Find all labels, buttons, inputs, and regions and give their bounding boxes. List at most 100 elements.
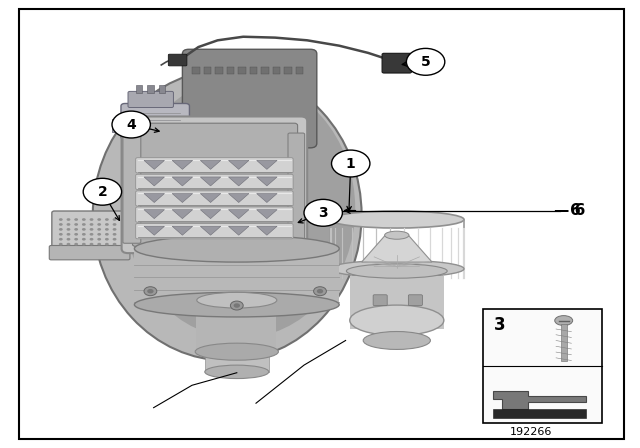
Point <box>233 370 241 375</box>
Point <box>134 190 141 196</box>
Bar <box>250 67 257 74</box>
Point <box>413 225 421 230</box>
Point <box>326 275 333 280</box>
Point <box>454 225 462 230</box>
Line: 3 pts: 3 pts <box>161 59 173 65</box>
Circle shape <box>112 111 150 138</box>
Point <box>287 190 295 196</box>
Ellipse shape <box>125 78 355 338</box>
Point <box>552 349 560 355</box>
Circle shape <box>83 178 122 205</box>
FancyBboxPatch shape <box>168 54 187 66</box>
Polygon shape <box>228 194 249 202</box>
Point <box>426 225 434 230</box>
Point <box>339 225 346 230</box>
Circle shape <box>82 228 86 231</box>
FancyBboxPatch shape <box>123 133 141 243</box>
Point <box>393 264 401 269</box>
Circle shape <box>105 218 109 221</box>
Circle shape <box>59 233 63 236</box>
Circle shape <box>105 238 109 241</box>
Point <box>460 225 468 230</box>
Point <box>360 225 367 230</box>
Circle shape <box>97 228 101 231</box>
Point <box>335 300 343 305</box>
Point <box>126 129 134 135</box>
FancyBboxPatch shape <box>52 211 127 250</box>
Point <box>460 217 468 222</box>
Bar <box>192 67 200 74</box>
Line: 2 pts: 2 pts <box>556 340 572 343</box>
Point <box>426 275 434 280</box>
Point <box>332 225 339 230</box>
Circle shape <box>59 243 63 246</box>
Text: 2: 2 <box>97 185 108 199</box>
Point <box>327 225 335 230</box>
Point <box>459 275 467 280</box>
Point <box>565 318 573 323</box>
Ellipse shape <box>134 293 339 317</box>
Point <box>386 275 394 280</box>
Point <box>177 117 184 122</box>
Bar <box>147 85 154 93</box>
Polygon shape <box>172 177 193 186</box>
Circle shape <box>67 218 70 221</box>
Point <box>332 275 339 280</box>
Circle shape <box>230 301 243 310</box>
Circle shape <box>113 218 116 221</box>
Line: 2 pts: 2 pts <box>397 262 429 267</box>
Point <box>326 266 333 271</box>
Point <box>188 383 196 388</box>
Circle shape <box>113 223 116 226</box>
Bar <box>261 67 269 74</box>
Point <box>126 111 134 116</box>
Ellipse shape <box>330 260 464 277</box>
Point <box>134 202 141 207</box>
Point <box>195 44 202 50</box>
Point <box>425 259 433 264</box>
FancyBboxPatch shape <box>132 123 298 246</box>
Point <box>400 225 408 230</box>
Circle shape <box>234 303 240 308</box>
FancyBboxPatch shape <box>136 191 293 206</box>
Point <box>426 225 434 230</box>
Circle shape <box>113 238 116 241</box>
Point <box>359 275 367 280</box>
Text: 3: 3 <box>493 316 505 334</box>
Circle shape <box>144 287 157 296</box>
Point <box>393 264 401 269</box>
Point <box>438 225 445 230</box>
Point <box>383 56 391 62</box>
Circle shape <box>113 228 116 231</box>
Point <box>459 275 467 280</box>
Point <box>287 207 295 212</box>
Circle shape <box>90 243 93 246</box>
Circle shape <box>74 228 78 231</box>
Line: 2 pts: 2 pts <box>556 329 572 332</box>
Circle shape <box>304 199 342 226</box>
Point <box>131 300 138 305</box>
Point <box>386 275 394 280</box>
Point <box>163 59 170 65</box>
Circle shape <box>317 289 323 293</box>
Circle shape <box>82 238 86 241</box>
Ellipse shape <box>364 332 431 349</box>
Line: 9 pts: 9 pts <box>182 37 387 59</box>
Polygon shape <box>172 194 193 202</box>
Point <box>335 208 343 213</box>
Point <box>568 340 575 346</box>
Point <box>400 275 408 280</box>
Text: 1: 1 <box>346 156 356 171</box>
Point <box>303 38 311 43</box>
Bar <box>196 300 276 352</box>
Polygon shape <box>257 160 277 169</box>
Circle shape <box>105 223 109 226</box>
FancyBboxPatch shape <box>288 133 305 243</box>
Line: 2 pts: 2 pts <box>397 257 419 267</box>
Ellipse shape <box>197 293 277 308</box>
Circle shape <box>67 223 70 226</box>
Polygon shape <box>200 194 221 202</box>
Polygon shape <box>228 160 249 169</box>
Point <box>287 157 295 163</box>
Polygon shape <box>172 160 193 169</box>
